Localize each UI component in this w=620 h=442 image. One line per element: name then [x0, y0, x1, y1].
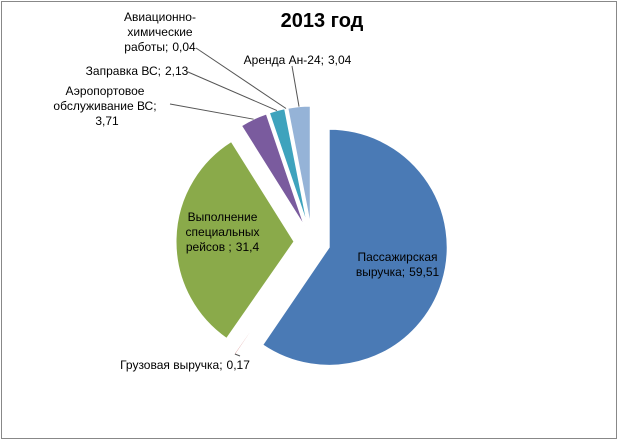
- value-label: 3,04: [327, 53, 352, 67]
- category-label: Грузовая выручка;: [120, 358, 223, 372]
- data-label: Аренда Ан-24; 3,04: [230, 53, 365, 68]
- data-label: Аэропортовое обслуживание ВС;3,71: [40, 84, 170, 129]
- category-label: Выполнение специальных рейсов ;: [185, 210, 260, 254]
- value-label: 59,51: [409, 265, 440, 279]
- value-label: 31,4: [235, 240, 260, 254]
- pie-slice: [240, 113, 305, 227]
- value-label: 3,71: [95, 114, 119, 128]
- pie-slice: [268, 108, 308, 225]
- category-label: Аэропортовое обслуживание ВС;: [53, 84, 157, 113]
- data-label: Грузовая выручка; 0,17: [120, 358, 250, 373]
- leader-line: [195, 47, 287, 109]
- category-label: Пассажирская выручка;: [355, 250, 438, 279]
- pie-slice: [175, 140, 295, 340]
- data-label: Заправка ВС; 2,13: [72, 64, 202, 79]
- data-label: Авиационно-химические работы; 0,04: [105, 10, 215, 55]
- value-label: 2,13: [164, 64, 189, 78]
- data-label: Пассажирская выручка; 59,51: [340, 250, 455, 280]
- data-label: Выполнение специальных рейсов ; 31,4: [175, 210, 270, 255]
- leader-line: [169, 103, 254, 120]
- pie-slice: [262, 128, 448, 366]
- leader-line: [291, 65, 300, 107]
- value-label: 0,04: [172, 40, 196, 54]
- category-label: Авиационно-химические работы;: [124, 10, 196, 54]
- category-label: Заправка ВС;: [85, 64, 161, 78]
- value-label: 0,17: [226, 358, 250, 372]
- leader-line: [234, 353, 241, 357]
- category-label: Аренда Ан-24;: [243, 53, 324, 67]
- leader-line: [187, 71, 278, 112]
- chart-title: 2013 год: [280, 10, 364, 32]
